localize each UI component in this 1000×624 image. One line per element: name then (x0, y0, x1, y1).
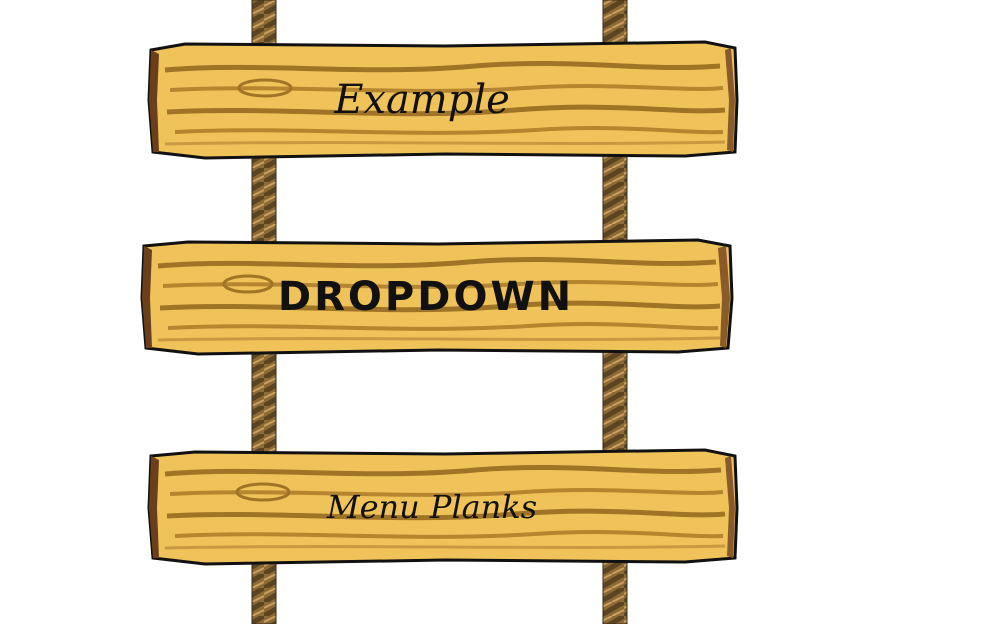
plank-label: DROPDOWN (277, 274, 575, 320)
wood-plank-graphic (147, 448, 739, 566)
menu-plank-dropdown[interactable]: DROPDOWN (138, 238, 734, 356)
plank-label: Example (334, 77, 510, 123)
menu-plank-example[interactable]: Example (145, 40, 739, 160)
menu-plank-menu-planks[interactable]: Menu Planks (145, 448, 739, 566)
wood-plank-graphic (140, 238, 734, 356)
plank-label: Menu Planks (326, 488, 538, 526)
wood-plank-graphic (147, 40, 739, 160)
